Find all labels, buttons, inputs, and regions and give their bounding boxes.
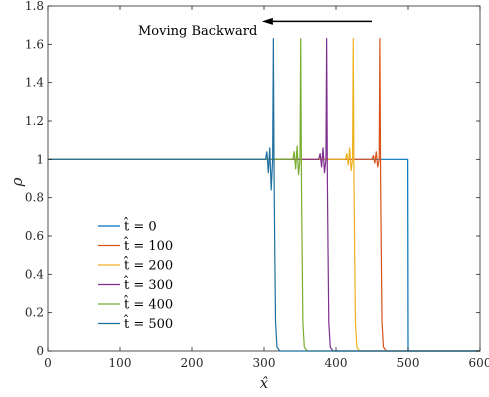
y-axis-label: ρ: [8, 177, 26, 187]
x-axis-label: x̂: [260, 374, 269, 392]
series-line-3: [48, 37, 480, 352]
plot-area: [47, 5, 481, 352]
x-tick-label: 500: [397, 356, 420, 370]
x-tick-label: 600: [469, 356, 489, 370]
x-tick-label: 400: [325, 356, 348, 370]
y-tick-label: 1.8: [25, 0, 44, 13]
legend-label-1: t̂ = 100: [123, 236, 173, 254]
y-tick-label: 0.2: [25, 306, 44, 320]
legend-label-2: t̂ = 200: [123, 256, 173, 274]
tick-layer: 0 100 200 300 400 500 600 0 0.2 0.4 0.6 0.8 1 1.2 1.4 1…: [25, 0, 489, 370]
annotation-arrow-head: [261, 17, 273, 25]
x-tick-label: 300: [253, 356, 276, 370]
legend-label-0: t̂ = 0: [123, 217, 156, 235]
x-tick-label: 100: [109, 356, 132, 370]
annotation-text: Moving Backward: [138, 24, 257, 39]
annotation: Moving Backward: [138, 17, 372, 39]
series-line-1: [48, 37, 480, 352]
x-tick-label: 0: [44, 356, 52, 370]
y-tick-label: 1.2: [25, 114, 44, 128]
series-line-5: [48, 37, 480, 352]
y-tick-label: 0.8: [25, 191, 44, 205]
y-tick-label: 1: [36, 152, 44, 166]
legend-label-4: t̂ = 400: [123, 295, 173, 313]
series-line-2: [48, 37, 480, 352]
y-tick-label: 1.6: [25, 37, 44, 51]
series-layer: [48, 37, 480, 352]
y-tick-label: 0: [36, 344, 44, 358]
y-tick-label: 1.4: [25, 76, 44, 90]
y-tick-label: 0.4: [25, 267, 44, 281]
y-tick-label: 0.6: [25, 229, 44, 243]
x-tick-label: 200: [181, 356, 204, 370]
series-line-4: [48, 37, 480, 352]
legend-label-3: t̂ = 300: [123, 275, 173, 293]
legend-label-5: t̂ = 500: [123, 314, 173, 332]
